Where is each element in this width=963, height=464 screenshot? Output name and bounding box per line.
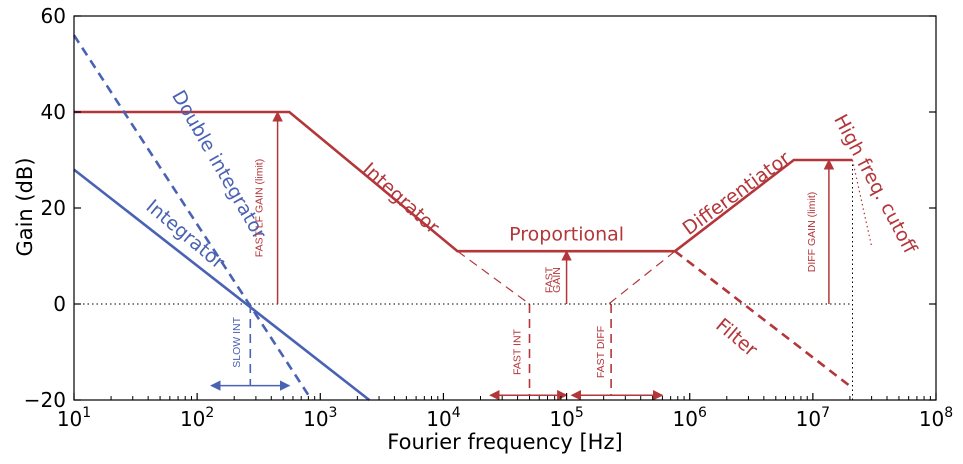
guide-line bbox=[608, 250, 676, 305]
x-tick-label: 106 bbox=[673, 405, 707, 431]
arrow-annotations bbox=[210, 110, 835, 401]
x-tick-label: 107 bbox=[796, 405, 830, 431]
axes: 101 102 103 104 105 106 107 108 −20 0 20 40 60 bbox=[24, 4, 953, 431]
annotation-label: Filter bbox=[711, 314, 761, 361]
guide-line bbox=[457, 250, 530, 305]
y-axis-label: Gain (dB) bbox=[13, 157, 37, 256]
x-tick-label: 103 bbox=[303, 405, 337, 431]
annotation-label: Integrator bbox=[142, 195, 229, 273]
x-tick-label: 104 bbox=[426, 405, 460, 431]
x-axis-label: Fourier frequency [Hz] bbox=[387, 430, 622, 454]
series-line bbox=[674, 250, 854, 390]
annotation-label: FAST INT bbox=[512, 328, 524, 374]
y-tick-label: −20 bbox=[24, 388, 66, 412]
annotation-label: Integrator bbox=[358, 158, 444, 238]
annotation-label: Differentiator bbox=[679, 147, 795, 240]
annotation-label: Proportional bbox=[509, 223, 624, 245]
x-tick-label: 101 bbox=[57, 405, 91, 431]
annotation-labels: Integrator Proportional Differentiator High… bbox=[142, 86, 922, 378]
series-line bbox=[73, 168, 371, 402]
series-line bbox=[851, 159, 873, 247]
annotation-label: FAST LF GAIN (limit) bbox=[253, 159, 265, 257]
y-tick-label: 40 bbox=[41, 100, 66, 124]
x-tick-label: 105 bbox=[549, 405, 583, 431]
annotation-label: High freq. cutoff bbox=[829, 111, 921, 258]
annotation-label: GAIN bbox=[551, 267, 563, 293]
x-tick-label: 102 bbox=[180, 405, 214, 431]
y-tick-label: 60 bbox=[41, 4, 66, 28]
x-tick-label: 108 bbox=[919, 405, 953, 431]
y-tick-label: 0 bbox=[53, 292, 66, 316]
annotation-label: FAST DIFF bbox=[595, 326, 607, 378]
guide-lines bbox=[74, 160, 853, 400]
annotation-label: DIFF GAIN (limit) bbox=[806, 192, 818, 273]
series-line bbox=[72, 34, 313, 401]
annotation-label: FAST bbox=[544, 266, 556, 293]
annotation-label: SLOW INT bbox=[231, 316, 243, 367]
y-tick-label: 20 bbox=[41, 196, 66, 220]
